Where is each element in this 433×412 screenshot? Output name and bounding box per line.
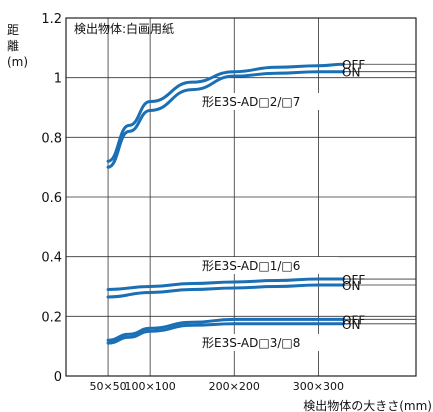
- series-line: [106, 322, 346, 345]
- x-tick-label: 100×100: [125, 380, 176, 393]
- model-label-backing: [200, 257, 338, 274]
- series-label: ON: [342, 279, 360, 293]
- y-tick-label: 0.6: [41, 191, 62, 206]
- y-tick-label: 0.2: [41, 310, 62, 325]
- series-line: [106, 317, 346, 342]
- series-label: ON: [342, 66, 360, 80]
- series-label: OFF: [342, 273, 365, 287]
- series-label: ON: [342, 318, 360, 332]
- y-axis-title-3: (m): [7, 55, 28, 69]
- plot-frame: [65, 17, 417, 377]
- y-tick-label: 1.2: [41, 12, 62, 27]
- y-tick-label: 0.8: [41, 131, 62, 146]
- model-label: 形E3S-AD□3/□8: [202, 336, 300, 350]
- y-tick-label: 0: [54, 370, 62, 385]
- y-axis-title-1: 距: [7, 23, 19, 37]
- y-tick-label: 1: [54, 72, 62, 87]
- inner-note: 検出物体:白画用紙: [74, 21, 174, 36]
- x-tick-label: 200×200: [209, 380, 260, 393]
- series-line: [106, 62, 346, 163]
- y-axis-title-2: 離: [7, 39, 19, 53]
- x-tick-label: 300×300: [293, 380, 344, 393]
- series-line: [106, 70, 346, 169]
- series-label: OFF: [342, 58, 365, 72]
- model-label-backing: [200, 334, 338, 351]
- x-tick-label: 50×50: [89, 380, 126, 393]
- series-line: [106, 283, 346, 299]
- series-line: [106, 277, 346, 291]
- y-tick-label: 0.4: [41, 251, 62, 266]
- model-label: 形E3S-AD□2/□7: [202, 95, 300, 109]
- model-label: 形E3S-AD□1/□6: [202, 259, 300, 273]
- x-axis-title: 検出物体の大きさ(mm): [303, 399, 432, 412]
- model-label-backing: [200, 93, 338, 110]
